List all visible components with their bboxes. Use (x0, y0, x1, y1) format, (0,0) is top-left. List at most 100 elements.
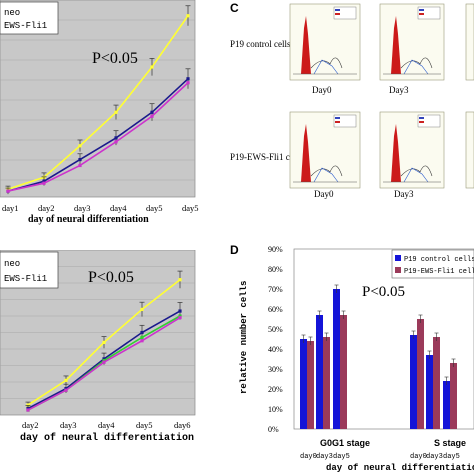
bar (450, 363, 457, 429)
bar (340, 315, 347, 429)
x-tick-label: day0 (300, 453, 317, 461)
legend-swatch-ews (395, 267, 401, 273)
series-group (25, 270, 183, 412)
data-point (102, 358, 106, 363)
col-label-day3-bottom: Day3 (394, 189, 414, 199)
data-point (140, 330, 144, 335)
data-point (64, 387, 68, 391)
x-tick-label: day6 (174, 420, 191, 430)
legend-swatch (419, 9, 424, 11)
legend-swatch (335, 13, 340, 15)
s-phase-curve (400, 57, 433, 69)
histogram-frame (465, 3, 474, 81)
legend-swatch (419, 121, 424, 123)
data-point (114, 140, 118, 144)
bar (333, 289, 340, 429)
x-tick-label: day2 (38, 203, 55, 213)
x-tick-label: day3 (74, 203, 91, 213)
data-point (102, 357, 106, 361)
bar (426, 355, 433, 429)
x-tick-label: day2 (22, 420, 39, 430)
x-tick-label: day5 (146, 203, 163, 213)
x-tick-label: day1 (2, 203, 19, 213)
data-point (42, 179, 46, 183)
series-line (7, 78, 189, 192)
legend-swatch-control (395, 255, 401, 261)
data-point (140, 339, 144, 343)
panel-d-bar-chart: D relative number cells 0% 10% 20% 30% 40% 50… (230, 244, 474, 473)
panel-a-line-chart: neo EWS-Fli1 P<0.05 day1 day2 day3 day4 day5… (0, 0, 199, 225)
x-tick-label: day4 (110, 203, 127, 213)
data-point (178, 314, 182, 318)
y-tick-labels: 0% 10% 20% 30% 40% 50% 60% 70% 80% 90% (268, 245, 283, 434)
bar-group (300, 284, 457, 429)
series-group (5, 5, 191, 195)
data-point (102, 360, 106, 364)
data-point (178, 316, 182, 320)
data-point (186, 77, 190, 81)
gridlines (0, 19, 195, 181)
pvalue-label: P<0.05 (88, 269, 134, 286)
y-tick-label: 50% (268, 325, 283, 334)
col-label-day0-top: Day0 (312, 85, 332, 95)
data-point (64, 388, 68, 392)
bar (307, 341, 314, 429)
pvalue-label: P<0.05 (362, 284, 405, 300)
legend-control: P19 control cells (404, 256, 474, 264)
data-point (42, 181, 46, 185)
group-label-s: S stage (434, 438, 466, 448)
data-point (178, 278, 182, 282)
data-point (140, 335, 144, 340)
legend-ews-fli1: EWS-Fli1 (4, 274, 47, 284)
data-point (114, 110, 118, 114)
x-tick-label: day5 (443, 453, 460, 461)
s-phase-fill (403, 167, 429, 183)
bar (417, 319, 424, 429)
col-label-day0-bottom: Day0 (314, 189, 334, 199)
y-tick-label: 10% (268, 405, 283, 414)
data-point (26, 406, 30, 410)
data-point (150, 110, 154, 114)
data-point (186, 14, 190, 18)
legend-ews-fli1: EWS-Fli1 (4, 21, 47, 31)
y-tick-label: 40% (268, 345, 283, 354)
y-axis-title: relative number cells (239, 281, 249, 394)
g0g1-peak (301, 16, 311, 74)
panel-c-flow-cytometry: C P19 control cells P19-EWS-Fli1 cells D… (230, 1, 474, 199)
data-point (78, 157, 82, 162)
x-tick-label: day5 (136, 420, 153, 430)
g0g1-peak (391, 124, 401, 182)
data-point (150, 114, 154, 118)
y-tick-label: 30% (268, 365, 283, 374)
legend-swatch (335, 117, 340, 119)
bar (443, 381, 450, 429)
data-point (114, 136, 118, 140)
legend-swatch (419, 117, 424, 119)
x-tick-labels: day1 day2 day3 day4 day5 day5 (2, 203, 199, 213)
row-label-control: P19 control cells (230, 39, 291, 49)
x-tick-label: day0 (410, 453, 427, 461)
data-point (78, 144, 82, 148)
panel-b-line-chart: neo EWS-Fli1 P<0.05 day2 day3 day4 day5 day6… (0, 250, 196, 444)
s-phase-fill (313, 167, 339, 183)
y-tick-label: 90% (268, 245, 283, 254)
s-phase-curve (310, 165, 343, 177)
y-tick-label: 80% (268, 265, 283, 274)
legend-neo: neo (4, 8, 20, 18)
legend-swatch (419, 13, 424, 15)
g0g1-peak (301, 124, 311, 182)
x-axis-label: day of neural differentiation (28, 214, 149, 225)
col-label-day3-top: Day3 (389, 85, 409, 95)
bar (433, 337, 440, 429)
data-point (26, 408, 30, 412)
y-tick-label: 60% (268, 305, 283, 314)
data-point (178, 309, 182, 313)
data-point (102, 340, 106, 344)
bar (316, 315, 323, 429)
y-tick-label: 0% (268, 425, 279, 434)
pvalue-label: P<0.05 (92, 50, 138, 67)
data-point (6, 189, 10, 193)
x-tick-labels: day2 day3 day4 day5 day6 (22, 420, 191, 430)
legend-box: P19 control cells P19-EWS-Fli1 cells (391, 249, 474, 279)
series-line (7, 15, 189, 190)
